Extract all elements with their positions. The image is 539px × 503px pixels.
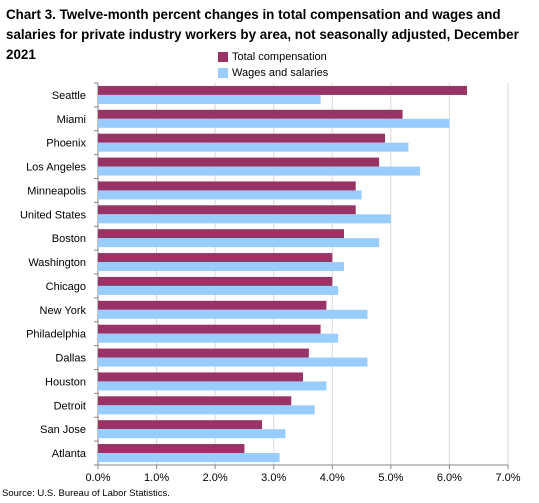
x-tick-label: 6.0% [437,472,462,484]
bar-total-compensation [98,229,344,239]
bar-total-compensation [98,420,262,430]
bar-wages-and-salaries [98,238,380,248]
category-label: Minneapolis [27,185,86,197]
category-label: United States [20,209,87,221]
x-tick-label: 1.0% [144,472,169,484]
bar-wages-and-salaries [98,381,327,391]
bar-wages-and-salaries [98,405,315,415]
bar-wages-and-salaries [98,94,321,104]
category-label: Los Angeles [26,162,86,174]
x-tick-label: 0.0% [85,472,110,484]
bar-wages-and-salaries [98,285,339,295]
category-label: Atlanta [52,448,87,460]
x-tick-label: 7.0% [495,472,520,484]
bar-wages-and-salaries [98,333,339,343]
bar-total-compensation [98,181,356,191]
bar-total-compensation [98,109,403,119]
category-label: Phoenix [46,138,86,150]
category-label: Miami [57,114,86,126]
x-tick-label: 2.0% [203,472,228,484]
bar-total-compensation [98,348,309,358]
legend-item-total-compensation: Total compensation [218,49,328,65]
legend-label-total-compensation: Total compensation [232,51,327,63]
legend-swatch-total-compensation [218,52,228,62]
category-label: San Jose [40,424,86,436]
bar-wages-and-salaries [98,118,450,128]
bar-total-compensation [98,253,333,263]
bar-total-compensation [98,324,321,334]
bar-wages-and-salaries [98,262,344,272]
category-label: New York [40,305,87,317]
category-label: Boston [52,233,86,245]
x-tick-label: 3.0% [261,472,286,484]
bar-total-compensation [98,444,245,454]
bar-total-compensation [98,276,333,286]
bar-total-compensation [98,205,356,215]
x-tick-label: 4.0% [320,472,345,484]
bar-total-compensation [98,396,292,406]
bar-total-compensation [98,157,380,167]
source-note: Source: U.S. Bureau of Labor Statistics. [2,488,170,499]
bar-wages-and-salaries [98,190,362,200]
bar-total-compensation [98,300,327,310]
bar-total-compensation [98,372,303,382]
bar-wages-and-salaries [98,453,280,463]
bar-wages-and-salaries [98,214,391,224]
legend-item-wages-and-salaries: Wages and salaries [218,65,328,81]
bar-total-compensation [98,133,385,143]
bar-wages-and-salaries [98,166,421,176]
category-label: Washington [28,257,86,269]
category-label: Philadelphia [26,329,87,341]
category-label: Seattle [52,90,86,102]
bar-wages-and-salaries [98,429,286,439]
bar-wages-and-salaries [98,309,368,319]
bar-wages-and-salaries [98,357,368,367]
bar-total-compensation [98,85,467,95]
legend-label-wages-and-salaries: Wages and salaries [232,67,329,79]
category-label: Dallas [55,353,86,365]
x-tick-label: 5.0% [378,472,403,484]
legend: Total compensation Wages and salaries [218,49,328,81]
bar-wages-and-salaries [98,142,409,152]
legend-swatch-wages-and-salaries [218,68,228,78]
category-label: Detroit [54,400,86,412]
category-label: Chicago [46,281,86,293]
category-label: Houston [45,376,86,388]
chart-title: Chart 3. Twelve-month percent changes in… [6,7,519,62]
